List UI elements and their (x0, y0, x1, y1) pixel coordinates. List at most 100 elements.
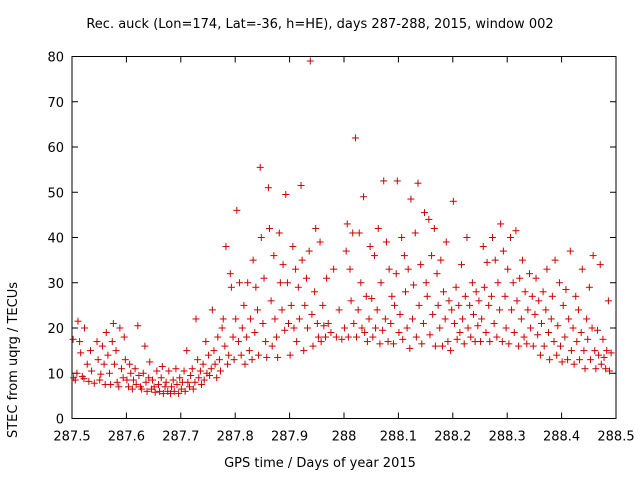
data-point (301, 301, 309, 309)
data-point (187, 372, 195, 380)
data-point (221, 342, 229, 350)
data-point (249, 256, 257, 264)
data-point (548, 292, 556, 300)
data-point (169, 376, 177, 384)
data-point (206, 372, 214, 380)
data-point (71, 376, 79, 384)
data-point (390, 340, 398, 348)
data-point (501, 292, 509, 300)
data-point (564, 356, 572, 364)
data-point (98, 342, 106, 350)
data-point (573, 338, 581, 346)
data-point (134, 322, 142, 330)
data-point (455, 301, 463, 309)
data-point (472, 288, 480, 296)
data-point (543, 265, 551, 273)
data-point (550, 338, 558, 346)
data-point (401, 288, 409, 296)
data-point (392, 270, 400, 278)
data-point (100, 360, 108, 368)
data-point (379, 326, 387, 334)
data-point (580, 347, 588, 355)
data-point (192, 315, 200, 323)
data-point (399, 335, 407, 343)
data-point (234, 338, 242, 346)
data-point (347, 297, 355, 305)
data-point (585, 283, 593, 291)
data-point (363, 338, 371, 346)
data-point (477, 338, 485, 346)
data-point (353, 333, 361, 341)
data-point (513, 297, 521, 305)
data-point (369, 333, 377, 341)
data-point (387, 319, 395, 327)
data-point (115, 383, 123, 391)
data-point (382, 238, 390, 246)
data-point (189, 385, 197, 393)
data-point (428, 252, 436, 260)
data-point (442, 238, 450, 246)
data-point (275, 229, 283, 237)
data-point (127, 369, 135, 377)
data-point (445, 297, 453, 305)
data-point (319, 301, 327, 309)
data-point (302, 274, 310, 282)
data-point (270, 252, 278, 260)
data-point (146, 358, 154, 366)
data-point (431, 342, 439, 350)
data-point (505, 340, 513, 348)
data-point (135, 372, 143, 380)
data-point (311, 288, 319, 296)
data-point (320, 322, 328, 330)
data-point (346, 265, 354, 273)
data-point (419, 319, 427, 327)
data-point (248, 356, 256, 364)
data-point (528, 292, 536, 300)
data-point (376, 340, 384, 348)
data-point (104, 351, 112, 359)
data-point (591, 347, 599, 355)
data-point (512, 227, 520, 235)
data-point (183, 347, 191, 355)
data-point (304, 324, 312, 332)
data-point (97, 370, 105, 378)
data-point (595, 351, 603, 359)
data-point (224, 360, 232, 368)
data-point (380, 177, 388, 185)
data-point (121, 356, 129, 364)
data-point (173, 381, 181, 389)
data-point (426, 331, 434, 339)
x-tick-label: 288.1 (380, 430, 417, 445)
data-point (403, 324, 411, 332)
data-point (475, 297, 483, 305)
data-point (485, 301, 493, 309)
data-point (450, 319, 458, 327)
data-point (208, 306, 216, 314)
data-point (184, 378, 192, 386)
data-point (246, 315, 254, 323)
data-point (158, 362, 166, 370)
data-point (384, 338, 392, 346)
data-point (327, 329, 335, 337)
data-point (506, 234, 514, 241)
data-point (586, 356, 594, 364)
data-point (410, 281, 418, 289)
data-point (83, 360, 91, 368)
data-points (69, 57, 615, 398)
data-point (496, 306, 504, 314)
plot-frame (71, 56, 617, 419)
data-point (69, 335, 77, 343)
data-point (126, 360, 134, 368)
data-point (566, 247, 574, 255)
data-point (308, 310, 316, 318)
data-point (279, 261, 287, 269)
data-point (518, 256, 526, 264)
data-point (489, 234, 497, 241)
data-point (172, 365, 180, 373)
data-point (482, 329, 490, 337)
data-point (165, 367, 173, 375)
data-point (458, 261, 466, 269)
data-point (404, 265, 412, 273)
data-point (368, 295, 376, 303)
data-point (412, 333, 420, 341)
